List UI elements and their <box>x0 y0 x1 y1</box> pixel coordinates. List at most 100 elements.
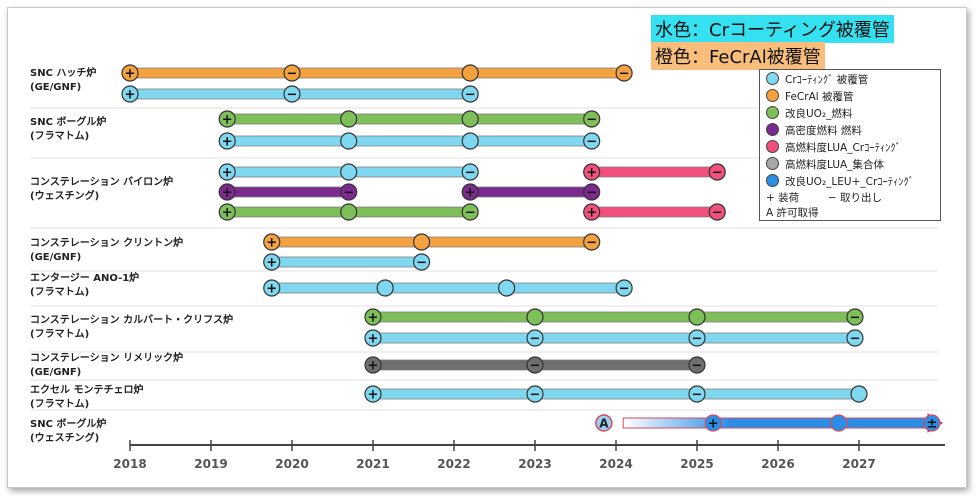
event-symbol: + <box>125 88 136 103</box>
event-marker <box>218 183 236 201</box>
reactor-label: SNC ボーグル炉 (フラマトム) <box>30 116 106 144</box>
bar-fecral <box>271 236 593 248</box>
event-marker <box>850 385 868 403</box>
reactor-label: コンステレーション カルバート・クリフス炉 (フラマトム) <box>30 314 233 342</box>
event-symbol: − <box>465 166 476 181</box>
bar-cr <box>226 135 593 147</box>
event-symbol: − <box>692 359 703 374</box>
legend-notes: + 装荷 − 取り出し <box>766 190 882 206</box>
event-marker <box>583 233 601 251</box>
bar-lua_cr <box>591 166 718 178</box>
reactor-label: コンステレーション バイロン炉 (ウェスチング) <box>30 176 173 204</box>
event-symbol: − <box>530 359 541 374</box>
reactor-label: SNC ボーグル炉 (ウェスチング) <box>30 418 106 446</box>
x-tick-label: 2019 <box>194 457 227 471</box>
event-marker <box>461 64 479 82</box>
event-marker <box>526 385 544 403</box>
event-symbol: + <box>125 67 136 82</box>
legend-label: 高燃料度LUA_Crｺｰﾃｨﾝｸﾞ <box>785 142 901 154</box>
reactor-label: SNC ハッチ炉 (GE/GNF) <box>30 67 96 95</box>
x-tick-label: 2027 <box>842 457 875 471</box>
event-symbol: + <box>222 186 233 201</box>
x-tick-label: 2021 <box>356 457 389 471</box>
event-marker <box>583 183 601 201</box>
event-marker <box>583 110 601 128</box>
bar-fecral <box>129 67 625 79</box>
event-marker <box>923 414 941 432</box>
reactor-name: コンステレーション クリントン炉 <box>30 238 184 249</box>
event-marker <box>376 279 394 297</box>
event-marker <box>615 64 633 82</box>
legend-label: 改良UO₂_LEU+_Crｺｰﾃｨﾝｸﾞ <box>785 176 915 188</box>
reactor-label: エンタージー ANO-1炉 (フラマトム) <box>30 272 139 300</box>
reactor-name: エクセル モンテチェロ炉 <box>30 385 144 396</box>
reactor-label: コンステレーション クリントン炉 (GE/GNF) <box>30 237 183 265</box>
event-symbol: ± <box>926 417 937 432</box>
event-marker <box>340 110 358 128</box>
event-marker <box>688 308 706 326</box>
event-marker <box>461 203 479 221</box>
event-marker <box>526 308 544 326</box>
reactor-vendor: (GE/GNF) <box>30 367 82 378</box>
bar-cr <box>372 388 860 400</box>
legend-item-dense: 高密度燃料 燃料 <box>766 123 862 139</box>
reactor-label: コンステレーション リメリック炉 (GE/GNF) <box>30 352 183 380</box>
event-symbol: + <box>368 332 379 347</box>
event-marker <box>340 163 358 181</box>
event-marker <box>461 85 479 103</box>
event-marker <box>708 203 726 221</box>
event-symbol: − <box>465 88 476 103</box>
event-marker <box>688 356 706 374</box>
event-marker <box>526 356 544 374</box>
header-fecral-note: 橙色：FeCrAl被覆管 <box>651 42 825 70</box>
event-marker <box>263 253 281 271</box>
x-tick-label: 2024 <box>599 457 632 471</box>
event-marker <box>340 203 358 221</box>
event-marker <box>413 253 431 271</box>
event-symbol: + <box>368 311 379 326</box>
event-marker <box>461 110 479 128</box>
x-tick-label: 2022 <box>437 457 470 471</box>
event-marker <box>461 163 479 181</box>
event-marker <box>263 233 281 251</box>
event-symbol: + <box>266 256 277 271</box>
event-marker <box>364 329 382 347</box>
event-symbol: − <box>343 186 354 201</box>
legend-note-unload: − 取り出し <box>827 192 882 204</box>
reactor-label: エクセル モンテチェロ炉 (フラマトム) <box>30 384 143 412</box>
legend-item-cr: Crｺｰﾃｨﾝｸﾞ 被覆管 <box>766 72 868 88</box>
legend-label: 高密度燃料 燃料 <box>785 125 862 137</box>
event-marker <box>263 279 281 297</box>
event-symbol: − <box>692 388 703 403</box>
legend-item-lua-asm: 高燃料度LUA_集合体 <box>766 157 884 173</box>
event-symbol: − <box>287 67 298 82</box>
legend-swatch-leu <box>766 174 779 187</box>
event-marker <box>340 132 358 150</box>
event-symbol: + <box>465 186 476 201</box>
event-symbol: − <box>619 67 630 82</box>
reactor-vendor: (フラマトム) <box>30 287 90 298</box>
event-symbol: − <box>586 135 597 150</box>
event-marker <box>526 329 544 347</box>
event-marker <box>283 64 301 82</box>
bar-cr <box>372 332 856 344</box>
legend-note-load: + 装荷 <box>766 192 800 204</box>
legend-swatch-fecral <box>766 89 779 102</box>
reactor-name: SNC ボーグル炉 <box>30 419 107 430</box>
bar-uo2 <box>226 113 593 125</box>
event-marker <box>583 132 601 150</box>
event-marker <box>583 163 601 181</box>
legend-swatch-uo2 <box>766 106 779 119</box>
legend-item-lua-cr: 高燃料度LUA_Crｺｰﾃｨﾝｸﾞ <box>766 140 901 156</box>
event-marker <box>364 308 382 326</box>
reactor-vendor: (ウェスチング) <box>30 191 100 202</box>
event-symbol: − <box>712 206 723 221</box>
event-marker <box>283 85 301 103</box>
event-symbol: − <box>465 206 476 221</box>
legend-note-permit: A 許可取得 <box>766 207 819 219</box>
header-cr-note: 水色：Crコーティング被覆管 <box>651 15 894 43</box>
event-symbol: + <box>266 282 277 297</box>
event-symbol: − <box>849 311 860 326</box>
bar-leu <box>622 417 931 429</box>
